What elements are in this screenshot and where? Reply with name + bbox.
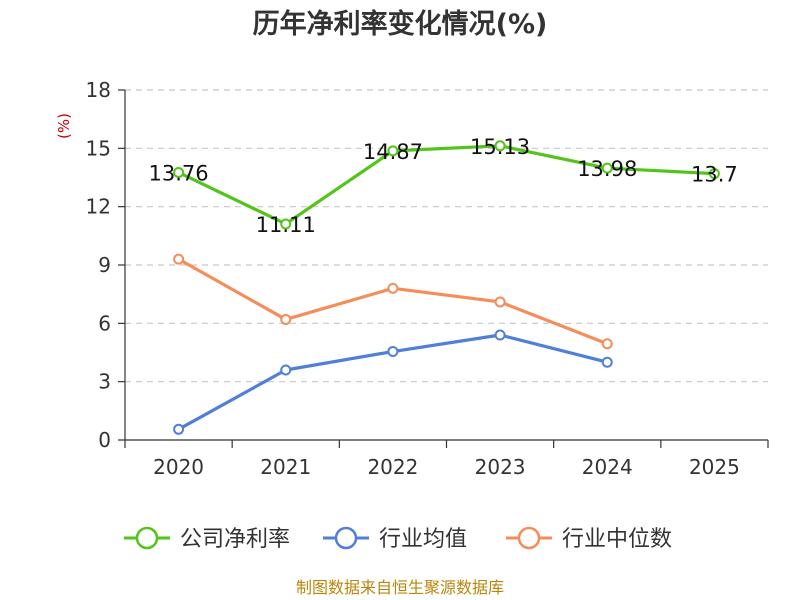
data-point[interactable] (387, 282, 399, 294)
data-label: 15.13 (470, 135, 530, 159)
legend-marker (135, 526, 159, 550)
data-point[interactable] (280, 218, 292, 230)
y-tick-label: 3 (98, 370, 111, 394)
legend-label: 行业中位数 (562, 527, 672, 552)
y-axis-unit-label: (%) (55, 113, 73, 139)
data-point[interactable] (387, 145, 399, 157)
y-tick-label: 12 (86, 195, 111, 219)
legend-marker (517, 526, 541, 550)
data-point[interactable] (173, 166, 185, 178)
x-tick-label: 2025 (689, 455, 740, 479)
legend-marker (334, 526, 358, 550)
data-point[interactable] (387, 346, 399, 358)
y-tick-label: 15 (86, 136, 111, 160)
data-label: 13.7 (691, 163, 738, 187)
data-point[interactable] (280, 364, 292, 376)
series-line (177, 257, 608, 346)
data-point[interactable] (494, 140, 506, 152)
data-point[interactable] (173, 253, 185, 265)
legend-label: 公司净利率 (180, 527, 290, 552)
data-point[interactable] (601, 338, 613, 350)
data-point[interactable] (601, 356, 613, 368)
x-tick-label: 2022 (367, 455, 418, 479)
y-tick-label: 6 (98, 311, 111, 335)
series-line (177, 144, 715, 226)
series-0: 13.76 11.11 14.87 15.13 13.98 13.7 (149, 135, 738, 237)
x-tick-label: 2020 (153, 455, 204, 479)
data-point[interactable] (494, 329, 506, 341)
y-tick-label: 9 (98, 253, 111, 277)
legend[interactable]: 公司净利率 行业均值 行业中位数 (124, 526, 672, 552)
legend-item-2[interactable]: 行业中位数 (506, 526, 672, 552)
data-label: 14.87 (363, 140, 423, 164)
legend-item-1[interactable]: 行业均值 (323, 526, 467, 552)
y-tick-label: 18 (86, 78, 111, 102)
legend-label: 行业均值 (379, 527, 467, 552)
data-label: 11.11 (256, 213, 316, 237)
data-point[interactable] (494, 296, 506, 308)
x-tick-label: 2023 (475, 455, 526, 479)
data-label: 13.98 (577, 157, 637, 181)
data-label: 13.76 (149, 161, 209, 185)
series-1 (173, 329, 613, 435)
grid-lines (125, 89, 768, 383)
y-tick-label: 0 (98, 428, 111, 452)
axes: 0 3 6 9 12 15 18 2020 2021 2022 2023 2024 2025 (86, 78, 769, 479)
x-tick-label: 2021 (260, 455, 311, 479)
legend-item-0[interactable]: 公司净利率 (124, 526, 290, 552)
chart-title: 历年净利率变化情况(%) (253, 8, 548, 40)
data-source-note: 制图数据来自恒生聚源数据库 (296, 578, 504, 597)
data-point[interactable] (601, 162, 613, 174)
data-point[interactable] (708, 168, 720, 180)
series-2 (173, 253, 613, 350)
x-tick-label: 2024 (582, 455, 633, 479)
data-point[interactable] (173, 423, 185, 435)
data-point[interactable] (280, 313, 292, 325)
series-layer: 13.76 11.11 14.87 15.13 13.98 13.7 (149, 135, 738, 435)
